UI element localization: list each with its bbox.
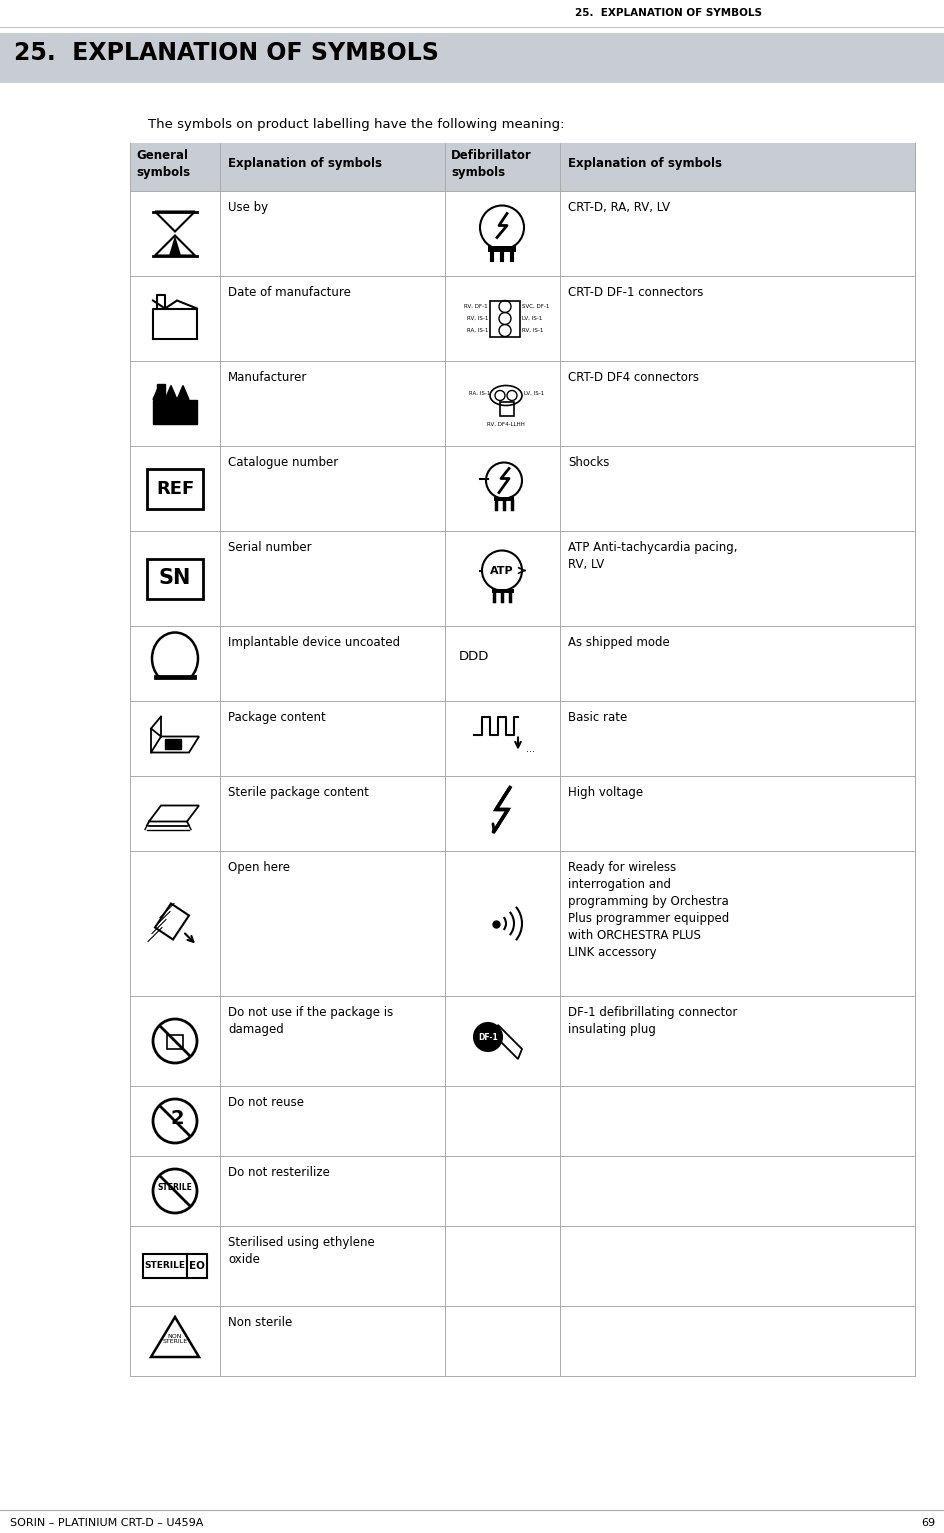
Text: REF: REF [156,480,194,498]
Text: Ready for wireless
interrogation and
programming by Orchestra
Plus programmer eq: Ready for wireless interrogation and pro… [567,862,729,960]
Bar [151,676,199,690]
Text: RV, IS-1: RV, IS-1 [521,328,543,333]
Text: LV, IS-1: LV, IS-1 [523,391,544,396]
Text: General
symbols: General symbols [136,149,190,179]
Text: As shipped mode: As shipped mode [567,636,669,648]
Bar [130,1226,914,1306]
Text: RV, DF4-LLHH: RV, DF4-LLHH [486,422,524,426]
Text: SN: SN [159,569,191,589]
Polygon shape [177,385,189,400]
Bar [130,446,914,530]
Bar [130,1085,914,1156]
Text: Basic rate: Basic rate [567,711,627,724]
Text: STERILE: STERILE [144,1262,185,1271]
Text: CRT-D, RA, RV, LV: CRT-D, RA, RV, LV [567,201,669,215]
Text: Date of manufacture: Date of manufacture [228,287,350,299]
Bar [490,300,519,337]
Bar [130,1306,914,1377]
Text: RV, IS-1: RV, IS-1 [466,316,487,320]
Bar [130,530,914,625]
Text: SVC, DF-1: SVC, DF-1 [521,304,548,310]
Text: NON
STERILE: NON STERILE [162,1334,187,1344]
Text: EO: EO [189,1262,205,1271]
Polygon shape [153,385,165,400]
Bar [130,1156,914,1226]
Text: RA, IS-1: RA, IS-1 [468,391,490,396]
Text: 25.  EXPLANATION OF SYMBOLS: 25. EXPLANATION OF SYMBOLS [14,41,438,64]
Text: DF-1 defibrillating connector
insulating plug: DF-1 defibrillating connector insulating… [567,1006,736,1036]
Text: Catalogue number: Catalogue number [228,455,338,469]
Text: Defibrillator
symbols: Defibrillator symbols [450,149,531,179]
Text: RA, IS-1: RA, IS-1 [466,328,487,333]
Text: Do not reuse: Do not reuse [228,1096,304,1108]
Text: 2: 2 [170,1110,184,1128]
Text: ATP: ATP [490,566,514,575]
Bar [487,245,515,251]
Bar [130,701,914,776]
Polygon shape [153,400,196,423]
Bar [130,192,914,276]
Text: ...: ... [526,744,534,754]
Text: CRT-D DF-1 connectors: CRT-D DF-1 connectors [567,287,702,299]
Text: STERILE: STERILE [158,1183,193,1193]
Text: Open here: Open here [228,862,290,874]
Bar [130,360,914,446]
Bar [130,276,914,360]
Text: Do not use if the package is
damaged: Do not use if the package is damaged [228,1006,393,1036]
Text: Sterile package content: Sterile package content [228,786,368,799]
Bar [130,996,914,1085]
Text: RV, DF-1: RV, DF-1 [464,304,487,310]
Text: 69: 69 [919,1518,934,1528]
Text: Package content: Package content [228,711,326,724]
Text: Use by: Use by [228,201,268,215]
Text: Shocks: Shocks [567,455,609,469]
Bar [130,851,914,996]
Text: Manufacturer: Manufacturer [228,371,307,383]
Text: High voltage: High voltage [567,786,643,799]
Bar [147,469,203,509]
Bar [165,739,181,748]
Text: SORIN – PLATINIUM CRT-D – U459A: SORIN – PLATINIUM CRT-D – U459A [10,1518,203,1528]
Text: CRT-D DF4 connectors: CRT-D DF4 connectors [567,371,699,383]
Bar [499,402,514,415]
Circle shape [474,1023,501,1052]
Text: Non sterile: Non sterile [228,1315,292,1329]
Text: Sterilised using ethylene
oxide: Sterilised using ethylene oxide [228,1236,375,1266]
Bar [130,143,914,192]
Bar [130,625,914,701]
Bar [492,589,514,592]
Bar [0,34,944,83]
Polygon shape [169,236,181,256]
Bar [494,497,514,500]
Bar [147,558,203,598]
Text: DF-1: DF-1 [478,1033,497,1041]
Bar [130,776,914,851]
Text: ATP Anti-tachycardia pacing,
RV, LV: ATP Anti-tachycardia pacing, RV, LV [567,541,736,570]
Bar [187,1254,207,1279]
Text: Do not resterilize: Do not resterilize [228,1167,329,1179]
Text: DDD: DDD [459,650,489,662]
Polygon shape [155,903,189,940]
Bar [143,1254,187,1279]
Text: LV, IS-1: LV, IS-1 [521,316,542,320]
Text: Implantable device uncoated: Implantable device uncoated [228,636,399,648]
Text: 25.  EXPLANATION OF SYMBOLS: 25. EXPLANATION OF SYMBOLS [574,8,761,18]
Polygon shape [157,383,165,400]
Text: Explanation of symbols: Explanation of symbols [228,156,381,170]
Text: The symbols on product labelling have the following meaning:: The symbols on product labelling have th… [148,118,564,130]
Text: Explanation of symbols: Explanation of symbols [567,156,721,170]
Polygon shape [165,385,177,400]
Text: Serial number: Serial number [228,541,312,553]
Bar [167,1035,183,1049]
